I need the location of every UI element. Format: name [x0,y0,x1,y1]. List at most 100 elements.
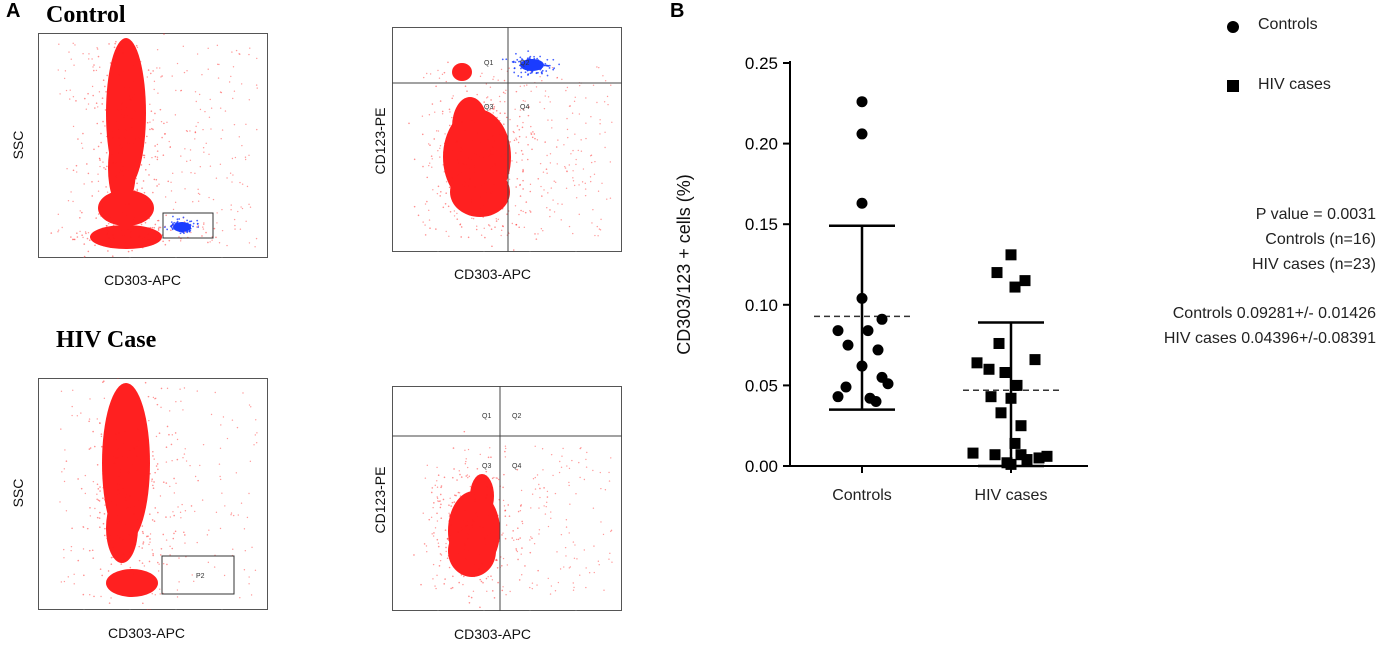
data-point [1041,450,1053,462]
facs2-quadrant-label: Q4 [520,104,529,111]
data-point [1019,275,1031,287]
facs-plot-control-ssc [38,33,268,258]
facs3-gate: P2 [161,555,235,595]
facs1-population [50,33,258,258]
y-tick-label: 0.00 [745,457,778,476]
summary-block: Controls 0.09281+/- 0.01426 HIV cases 0.… [1080,301,1376,351]
facs3-population [59,378,258,610]
data-point [995,407,1007,419]
data-point [862,325,874,337]
control-title: Control [46,2,126,28]
summary-hiv-cases: HIV cases 0.04396+/-0.08391 [1163,330,1376,347]
facs-axis-ticks [437,610,577,611]
data-point [842,339,854,351]
y-tick-label: 0.15 [745,215,778,234]
legend-label-hiv-cases: HIV cases [1258,76,1331,93]
panel-b-letter: B [670,0,685,22]
stat-p-value: P value = 0.0031 [1255,206,1376,223]
data-point [832,391,844,403]
facs4-quadrant-label: Q4 [512,463,521,470]
data-point [840,381,852,393]
data-point [1009,281,1021,293]
facs4-population [413,430,613,609]
data-point [882,378,894,390]
facs-plot-control-cd123: Q1 Q2 Q3 Q4 [392,27,622,252]
stat-hiv-n: HIV cases (n=23) [1251,256,1376,273]
data-point [1005,392,1017,404]
legend-item-hiv-cases: HIV cases [1222,72,1382,102]
data-point [856,360,868,372]
y-tick-label: 0.10 [745,296,778,315]
summary-controls: Controls 0.09281+/- 0.01426 [1172,305,1376,322]
dot-plot-chart: 0.00 0.05 0.10 0.15 0.20 0.25 Controls HIV case… [674,54,1088,504]
x-tick-label: HIV cases [975,487,1048,504]
data-point [1005,458,1017,470]
y-tick-label: 0.05 [745,376,778,395]
data-point [971,357,983,369]
data-point [872,344,884,356]
data-point [1033,452,1045,464]
facs4-quadrant-label: Q3 [482,463,491,470]
facs2-quadrant-label: Q1 [484,60,493,67]
y-tick-label: 0.25 [745,54,778,73]
y-axis-label: CD303/123 + cells (%) [674,174,694,355]
data-point [1011,379,1023,391]
stat-controls-n: Controls (n=16) [1265,231,1376,248]
data-point [856,292,868,304]
facs2-population [408,58,613,251]
y-tick-label: 0.20 [745,135,778,154]
data-point [1015,449,1027,461]
facs2-gated-population [501,50,561,78]
legend-label-controls: Controls [1258,16,1318,33]
facs-axis-ticks [83,257,223,258]
data-point [1009,437,1021,449]
data-point [856,128,868,140]
facs2-y-label: CD123-PE [372,107,388,175]
square-marker-icon [1227,80,1239,92]
data-point [832,325,844,337]
data-point [856,96,868,108]
facs3-y-label: SSC [10,478,26,508]
facs1-gate [162,212,214,239]
data-point [989,449,1001,461]
facs2-quadrant-label: Q2 [520,60,529,67]
data-point [1005,249,1017,261]
stats-block: P value = 0.0031 Controls (n=16) HIV cas… [1100,202,1376,277]
facs1-y-label: SSC [10,130,26,160]
facs1-x-label: CD303-APC [104,272,182,288]
data-point [1029,354,1041,366]
data-point [999,367,1011,379]
data-point [993,337,1005,349]
facs-axis-ticks [437,251,577,252]
facs2-quadrant-lines [392,27,622,252]
facs3-gate-label: P2 [196,573,205,580]
series-hiv-cases [963,249,1059,470]
facs-axis-ticks [83,609,223,610]
facs4-quadrant-lines [392,386,622,611]
facs4-x-label: CD303-APC [454,626,532,642]
data-point [856,197,868,209]
data-point [876,313,888,325]
facs-plot-hiv-cd123: Q1 Q2 Q3 Q4 [392,386,622,611]
axes: 0.00 0.05 0.10 0.15 0.20 0.25 Controls HIV case… [745,54,1088,504]
circle-marker-icon [1227,21,1239,33]
facs2-quadrant-label: Q3 [484,104,493,111]
data-point [1015,420,1027,432]
data-point [985,391,997,403]
facs-plot-hiv-ssc: P2 [38,378,268,610]
facs4-quadrant-label: Q1 [482,413,491,420]
hiv-case-title: HIV Case [56,327,157,353]
facs4-quadrant-label: Q2 [512,413,521,420]
series-controls [814,96,910,411]
data-point [1021,454,1033,466]
facs3-x-label: CD303-APC [108,625,186,641]
facs4-y-label: CD123-PE [372,466,388,534]
facs2-x-label: CD303-APC [454,266,532,282]
data-point [864,392,876,404]
data-point [983,363,995,375]
legend-item-controls: Controls [1222,12,1382,42]
panel-a-letter: A [6,0,21,22]
data-point [967,447,979,459]
x-tick-label: Controls [832,487,892,504]
data-point [991,267,1003,279]
